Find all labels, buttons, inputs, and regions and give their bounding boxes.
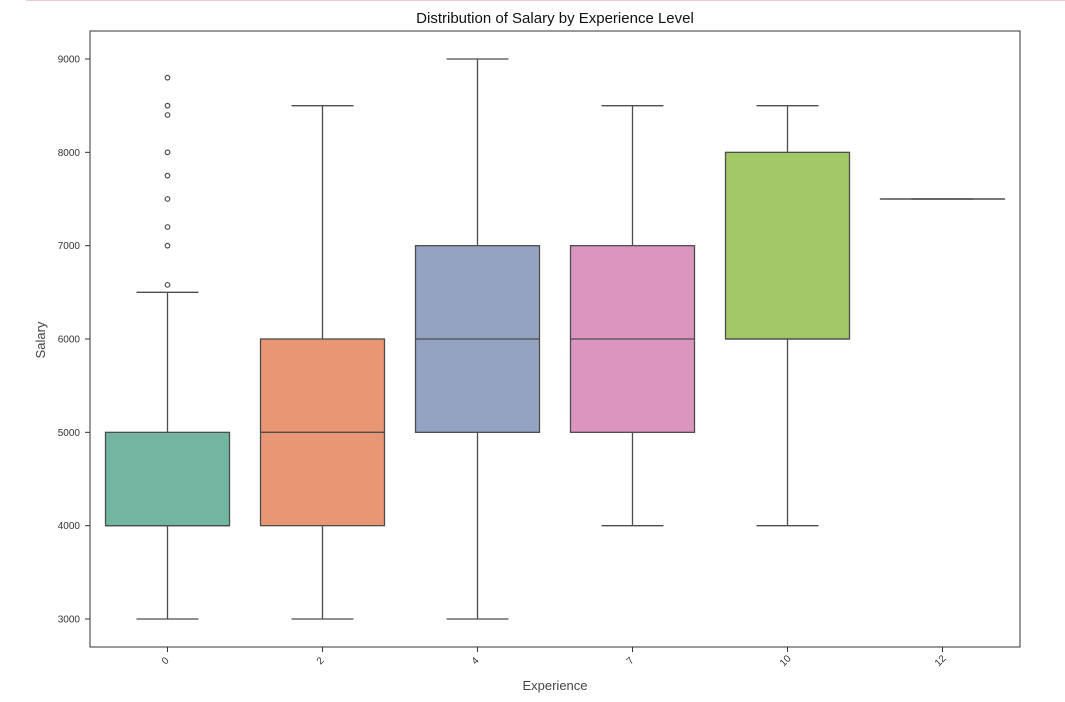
x-axis: 0 2 4 7 10 12 <box>160 647 949 669</box>
box-10 <box>724 105 851 527</box>
y-axis-label: Salary <box>33 321 48 358</box>
outlier-point <box>164 74 171 81</box>
y-tick-label: 6000 <box>58 335 81 346</box>
y-tick-label: 7000 <box>58 241 81 252</box>
chart-title: Distribution of Salary by Experience Lev… <box>416 10 694 27</box>
y-tick-label: 4000 <box>58 521 81 532</box>
y-tick-label: 9000 <box>58 55 81 66</box>
outlier-point <box>164 224 171 230</box>
box-7 <box>569 105 696 527</box>
x-tick-label: 12 <box>933 653 949 669</box>
outlier-point <box>164 112 171 118</box>
y-tick-label: 5000 <box>58 428 81 439</box>
y-tick-label: 3000 <box>58 615 81 626</box>
x-tick-label: 4 <box>470 655 482 667</box>
y-tick-label: 8000 <box>58 148 81 159</box>
outlier-point <box>164 172 171 179</box>
plot-frame <box>89 30 1021 648</box>
outlier-point <box>164 281 171 288</box>
x-axis-label: Experience <box>522 678 587 693</box>
outlier-point <box>164 149 171 156</box>
box-body <box>724 151 851 340</box>
outlier-point <box>164 102 171 109</box>
box-4 <box>414 58 541 620</box>
top-divider <box>26 0 1065 1</box>
outlier-point <box>164 242 171 249</box>
x-tick-label: 10 <box>778 653 794 669</box>
y-axis: 3000 4000 5000 6000 7000 8000 9000 <box>58 55 90 626</box>
box-body <box>104 431 231 527</box>
box-2 <box>259 105 386 620</box>
boxes-group <box>104 58 1006 620</box>
box-0 <box>104 74 231 620</box>
x-tick-label: 7 <box>625 655 637 667</box>
x-tick-label: 2 <box>315 655 327 667</box>
outlier-point <box>164 196 171 202</box>
x-tick-label: 0 <box>160 655 172 667</box>
